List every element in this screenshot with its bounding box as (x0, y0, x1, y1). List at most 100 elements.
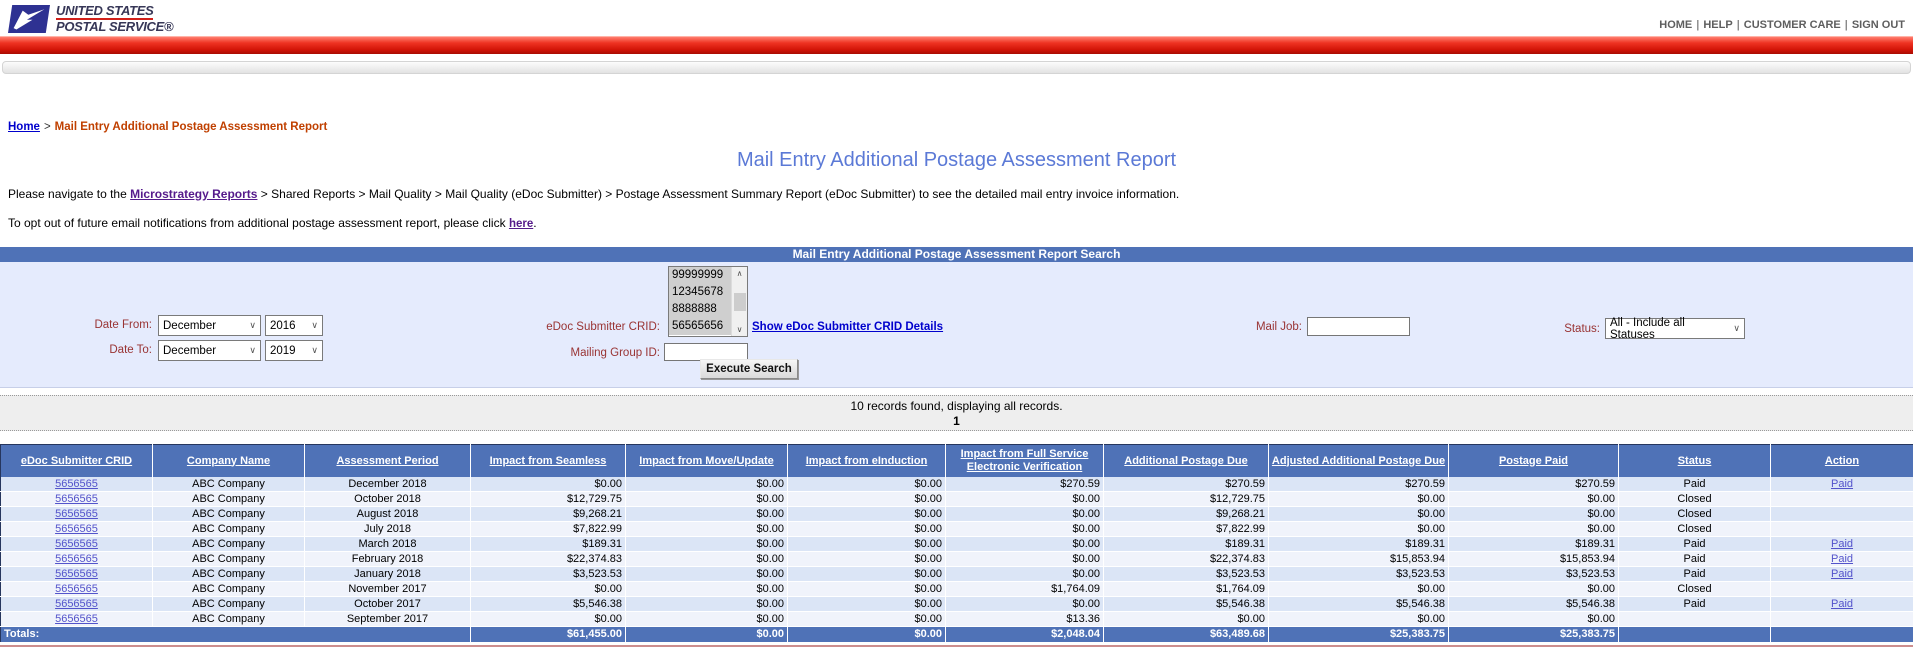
nav-link-customer-care[interactable]: CUSTOMER CARE (1743, 19, 1841, 31)
cell-crid: 5656565 (0, 477, 153, 492)
scrollbar-thumb[interactable] (733, 292, 746, 311)
breadcrumb-home-link[interactable]: Home (8, 121, 40, 133)
cell-impact-move-update: $0.00 (625, 551, 788, 567)
nav-link-home[interactable]: HOME (1659, 19, 1693, 31)
col-action[interactable]: Action (1770, 444, 1913, 477)
cell-company-name: ABC Company (152, 506, 305, 522)
action-paid-link[interactable]: Paid (1830, 598, 1854, 610)
cell-additional-postage-due: $12,729.75 (1103, 491, 1269, 507)
col-impact-seamless[interactable]: Impact from Seamless (470, 444, 626, 477)
totals-move-update: $0.00 (625, 626, 788, 643)
crid-link[interactable]: 5656565 (55, 583, 98, 595)
col-assessment-period[interactable]: Assessment Period (304, 444, 471, 477)
col-postage-paid[interactable]: Postage Paid (1448, 444, 1619, 477)
cell-assessment-period: January 2018 (304, 566, 471, 582)
totals-action-empty (1770, 626, 1913, 643)
cell-impact-einduction: $0.00 (787, 566, 946, 582)
crid-option[interactable]: 8888888 (669, 301, 731, 318)
microstrategy-reports-link[interactable]: Microstrategy Reports (130, 187, 258, 201)
action-paid-link[interactable]: Paid (1830, 538, 1854, 550)
report-table-body: 5656565 ABC Company December 2018 $0.00 … (0, 477, 1913, 627)
col-company-name[interactable]: Company Name (152, 444, 305, 477)
col-additional-postage-due[interactable]: Additional Postage Due (1103, 444, 1269, 477)
cell-additional-postage-due: $5,546.38 (1103, 596, 1269, 612)
cell-company-name: ABC Company (152, 611, 305, 627)
nav-link-help[interactable]: HELP (1703, 19, 1733, 31)
chevron-down-icon: ∨ (311, 345, 318, 355)
cell-action (1770, 491, 1913, 507)
cell-company-name: ABC Company (152, 521, 305, 537)
table-row: 5656565 ABC Company October 2017 $5,546.… (0, 596, 1913, 612)
crid-link[interactable]: 5656565 (55, 553, 98, 565)
cell-adjusted-additional-postage-due: $0.00 (1268, 581, 1449, 597)
cell-impact-einduction: $0.00 (787, 521, 946, 537)
cell-assessment-period: October 2018 (304, 491, 471, 507)
mail-job-input[interactable] (1307, 317, 1410, 336)
execute-search-button[interactable]: Execute Search (700, 359, 798, 379)
crid-link[interactable]: 5656565 (55, 523, 98, 535)
date-to-month-select[interactable]: December ∨ (158, 340, 261, 361)
date-to-year-select[interactable]: 2019 ∨ (265, 340, 323, 361)
cell-assessment-period: December 2018 (304, 477, 471, 492)
cell-crid: 5656565 (0, 521, 153, 537)
col-impact-full-service[interactable]: Impact from Full Service Electronic Veri… (945, 444, 1104, 477)
usps-logo-text: UNITED STATES POSTAL SERVICE® (56, 3, 174, 34)
mailing-group-id-input[interactable] (664, 343, 748, 361)
top-nav: HOME | HELP | CUSTOMER CARE | SIGN OUT (1659, 19, 1905, 31)
action-paid-link[interactable]: Paid (1830, 553, 1854, 565)
edoc-submitter-crid-label: eDoc Submitter CRID: (546, 321, 660, 333)
crid-link[interactable]: 5656565 (55, 598, 98, 610)
crid-link[interactable]: 5656565 (55, 478, 98, 490)
table-row: 5656565 ABC Company July 2018 $7,822.99 … (0, 521, 1913, 537)
col-impact-move-update[interactable]: Impact from Move/Update (625, 444, 788, 477)
col-adjusted-additional-postage-due[interactable]: Adjusted Additional Postage Due (1268, 444, 1449, 477)
cell-status: Closed (1618, 581, 1771, 597)
cell-company-name: ABC Company (152, 491, 305, 507)
optout-here-link[interactable]: here (508, 218, 534, 230)
chevron-down-icon: ∨ (311, 320, 318, 330)
search-form: Date From: December ∨ 2016 ∨ Date To: Dece… (0, 262, 1913, 388)
crid-link[interactable]: 5656565 (55, 568, 98, 580)
crid-link[interactable]: 5656565 (55, 508, 98, 520)
date-from-year-select[interactable]: 2016 ∨ (265, 315, 323, 336)
breadcrumb-separator: > (43, 121, 51, 133)
action-paid-link[interactable]: Paid (1830, 478, 1854, 490)
cell-impact-move-update: $0.00 (625, 521, 788, 537)
cell-impact-move-update: $0.00 (625, 581, 788, 597)
crid-link[interactable]: 5656565 (55, 538, 98, 550)
cell-impact-full-service: $0.00 (945, 566, 1104, 582)
edoc-submitter-crid-listbox[interactable]: 99999999 12345678 8888888 56565656 ∧ ∨ (668, 266, 748, 337)
show-crid-details-link[interactable]: Show eDoc Submitter CRID Details (752, 321, 944, 333)
scroll-down-icon[interactable]: ∨ (736, 325, 743, 334)
nav-separator: | (1696, 19, 1700, 31)
crid-link[interactable]: 5656565 (55, 613, 98, 625)
date-from-month-select[interactable]: December ∨ (158, 315, 261, 336)
action-paid-link[interactable]: Paid (1830, 568, 1854, 580)
listbox-scrollbar[interactable]: ∧ ∨ (731, 267, 747, 336)
status-value: All - Include all Statuses (1610, 316, 1685, 341)
status-select[interactable]: All - Include all Statuses ∨ (1605, 316, 1745, 341)
cell-status: Closed (1618, 506, 1771, 522)
cell-impact-einduction: $0.00 (787, 581, 946, 597)
crid-option[interactable]: 99999999 (669, 267, 731, 284)
col-impact-einduction[interactable]: Impact from eInduction (787, 444, 946, 477)
cell-crid: 5656565 (0, 596, 153, 612)
nav-link-sign-out[interactable]: SIGN OUT (1851, 19, 1905, 31)
cell-impact-seamless: $0.00 (470, 581, 626, 597)
cell-postage-paid: $0.00 (1448, 521, 1619, 537)
crid-option[interactable]: 56565656 (669, 318, 731, 335)
crid-link[interactable]: 5656565 (55, 493, 98, 505)
cell-additional-postage-due: $189.31 (1103, 536, 1269, 552)
cell-impact-einduction: $0.00 (787, 506, 946, 522)
page-title: Mail Entry Additional Postage Assessment… (736, 149, 1177, 171)
col-edoc-submitter-crid[interactable]: eDoc Submitter CRID (0, 444, 153, 477)
cell-adjusted-additional-postage-due: $5,546.38 (1268, 596, 1449, 612)
instruction-text: Please navigate to the (8, 187, 131, 201)
cell-postage-paid: $270.59 (1448, 477, 1619, 492)
scroll-up-icon[interactable]: ∧ (736, 269, 743, 278)
cell-impact-seamless: $3,523.53 (470, 566, 626, 582)
totals-additional-due: $63,489.68 (1103, 626, 1269, 643)
crid-option[interactable]: 12345678 (669, 284, 731, 301)
cell-crid: 5656565 (0, 506, 153, 522)
col-status[interactable]: Status (1618, 444, 1771, 477)
